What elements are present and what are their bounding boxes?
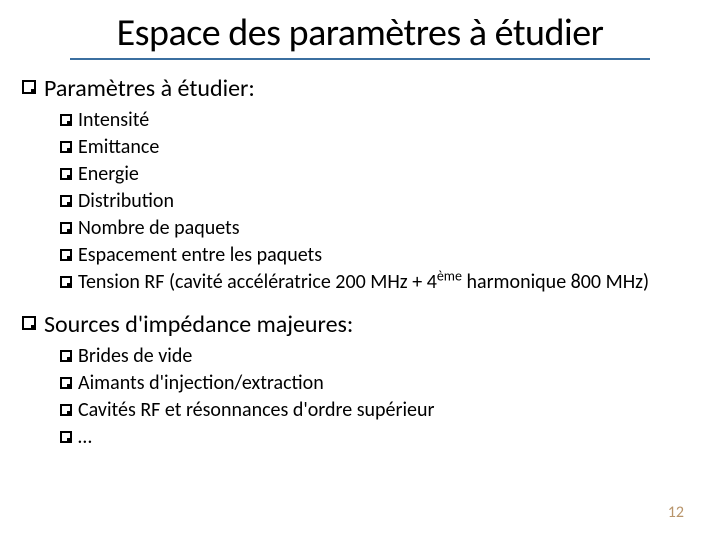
list-item-text: Cavités RF et résonnances d'ordre supéri… (78, 397, 690, 424)
list-item-text: Energie (78, 161, 690, 188)
list-item-text: Brides de vide (78, 343, 690, 370)
square-bullet-icon (60, 276, 72, 288)
square-bullet-icon (22, 316, 36, 330)
section-heading-sources: Sources d'impédance majeures: (22, 310, 690, 339)
list-item: Energie (60, 161, 690, 188)
list-item-text: Intensité (78, 107, 690, 134)
square-bullet-icon (60, 404, 72, 416)
square-bullet-icon (60, 350, 72, 362)
square-bullet-icon (60, 431, 72, 443)
list-item: Emittance (60, 134, 690, 161)
list-item: Cavités RF et résonnances d'ordre supéri… (60, 397, 690, 424)
list-item-text: Aimants d'injection/extraction (78, 370, 690, 397)
list-item: Intensité (60, 107, 690, 134)
list-item-text: … (78, 424, 690, 451)
square-bullet-icon (60, 114, 72, 126)
sub-list-parameters: Intensité Emittance Energie Distribution… (60, 107, 690, 296)
list-item-text: Tension RF (cavité accélératrice 200 MHz… (78, 269, 690, 296)
list-item-text: Nombre de paquets (78, 215, 690, 242)
slide-container: Espace des paramètres à étudier Paramètr… (0, 0, 720, 475)
square-bullet-icon (60, 141, 72, 153)
square-bullet-icon (60, 249, 72, 261)
list-item-text: Distribution (78, 188, 690, 215)
list-item: … (60, 424, 690, 451)
list-item: Distribution (60, 188, 690, 215)
slide-title: Espace des paramètres à étudier (30, 10, 690, 56)
square-bullet-icon (60, 222, 72, 234)
square-bullet-icon (60, 195, 72, 207)
section-heading-parameters: Paramètres à étudier: (22, 74, 690, 103)
list-item-text: Emittance (78, 134, 690, 161)
page-number: 12 (668, 503, 684, 522)
list-item: Tension RF (cavité accélératrice 200 MHz… (60, 269, 690, 296)
section-parameters: Paramètres à étudier: Intensité Emittanc… (30, 74, 690, 296)
section-heading-text: Sources d'impédance majeures: (44, 310, 353, 339)
square-bullet-icon (60, 168, 72, 180)
list-item: Espacement entre les paquets (60, 242, 690, 269)
square-bullet-icon (60, 377, 72, 389)
section-heading-text: Paramètres à étudier: (44, 74, 255, 103)
title-underline (70, 58, 651, 60)
list-item: Aimants d'injection/extraction (60, 370, 690, 397)
list-item: Brides de vide (60, 343, 690, 370)
section-sources: Sources d'impédance majeures: Brides de … (30, 310, 690, 451)
list-item: Nombre de paquets (60, 215, 690, 242)
list-item-text: Espacement entre les paquets (78, 242, 690, 269)
square-bullet-icon (22, 80, 36, 94)
sub-list-sources: Brides de vide Aimants d'injection/extra… (60, 343, 690, 451)
